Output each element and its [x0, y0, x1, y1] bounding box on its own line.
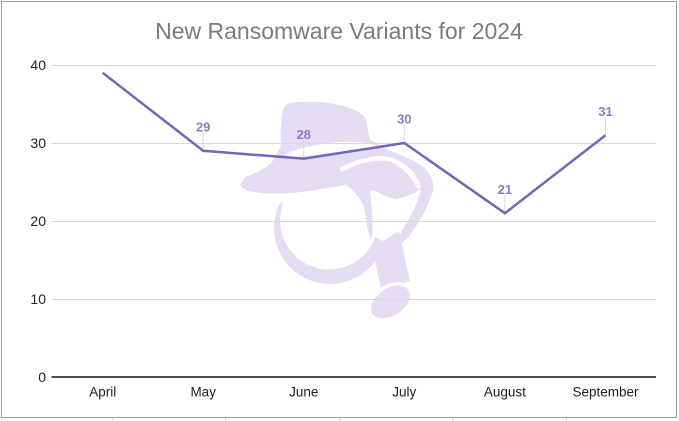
svg-text:20: 20 — [30, 213, 46, 229]
svg-text:April: April — [89, 385, 116, 400]
svg-text:0: 0 — [38, 369, 46, 385]
svg-text:June: June — [289, 385, 318, 400]
svg-text:May: May — [190, 385, 216, 400]
svg-text:30: 30 — [397, 112, 411, 127]
svg-text:28: 28 — [297, 127, 311, 142]
svg-text:New Ransomware Variants for 20: New Ransomware Variants for 2024 — [155, 18, 523, 44]
svg-text:21: 21 — [498, 182, 512, 197]
svg-text:10: 10 — [30, 291, 46, 307]
svg-text:September: September — [572, 385, 639, 400]
svg-text:July: July — [392, 385, 416, 400]
svg-text:29: 29 — [196, 120, 210, 135]
svg-text:40: 40 — [30, 57, 46, 73]
svg-text:30: 30 — [30, 135, 46, 151]
svg-text:31: 31 — [598, 104, 612, 119]
svg-text:August: August — [484, 385, 526, 400]
